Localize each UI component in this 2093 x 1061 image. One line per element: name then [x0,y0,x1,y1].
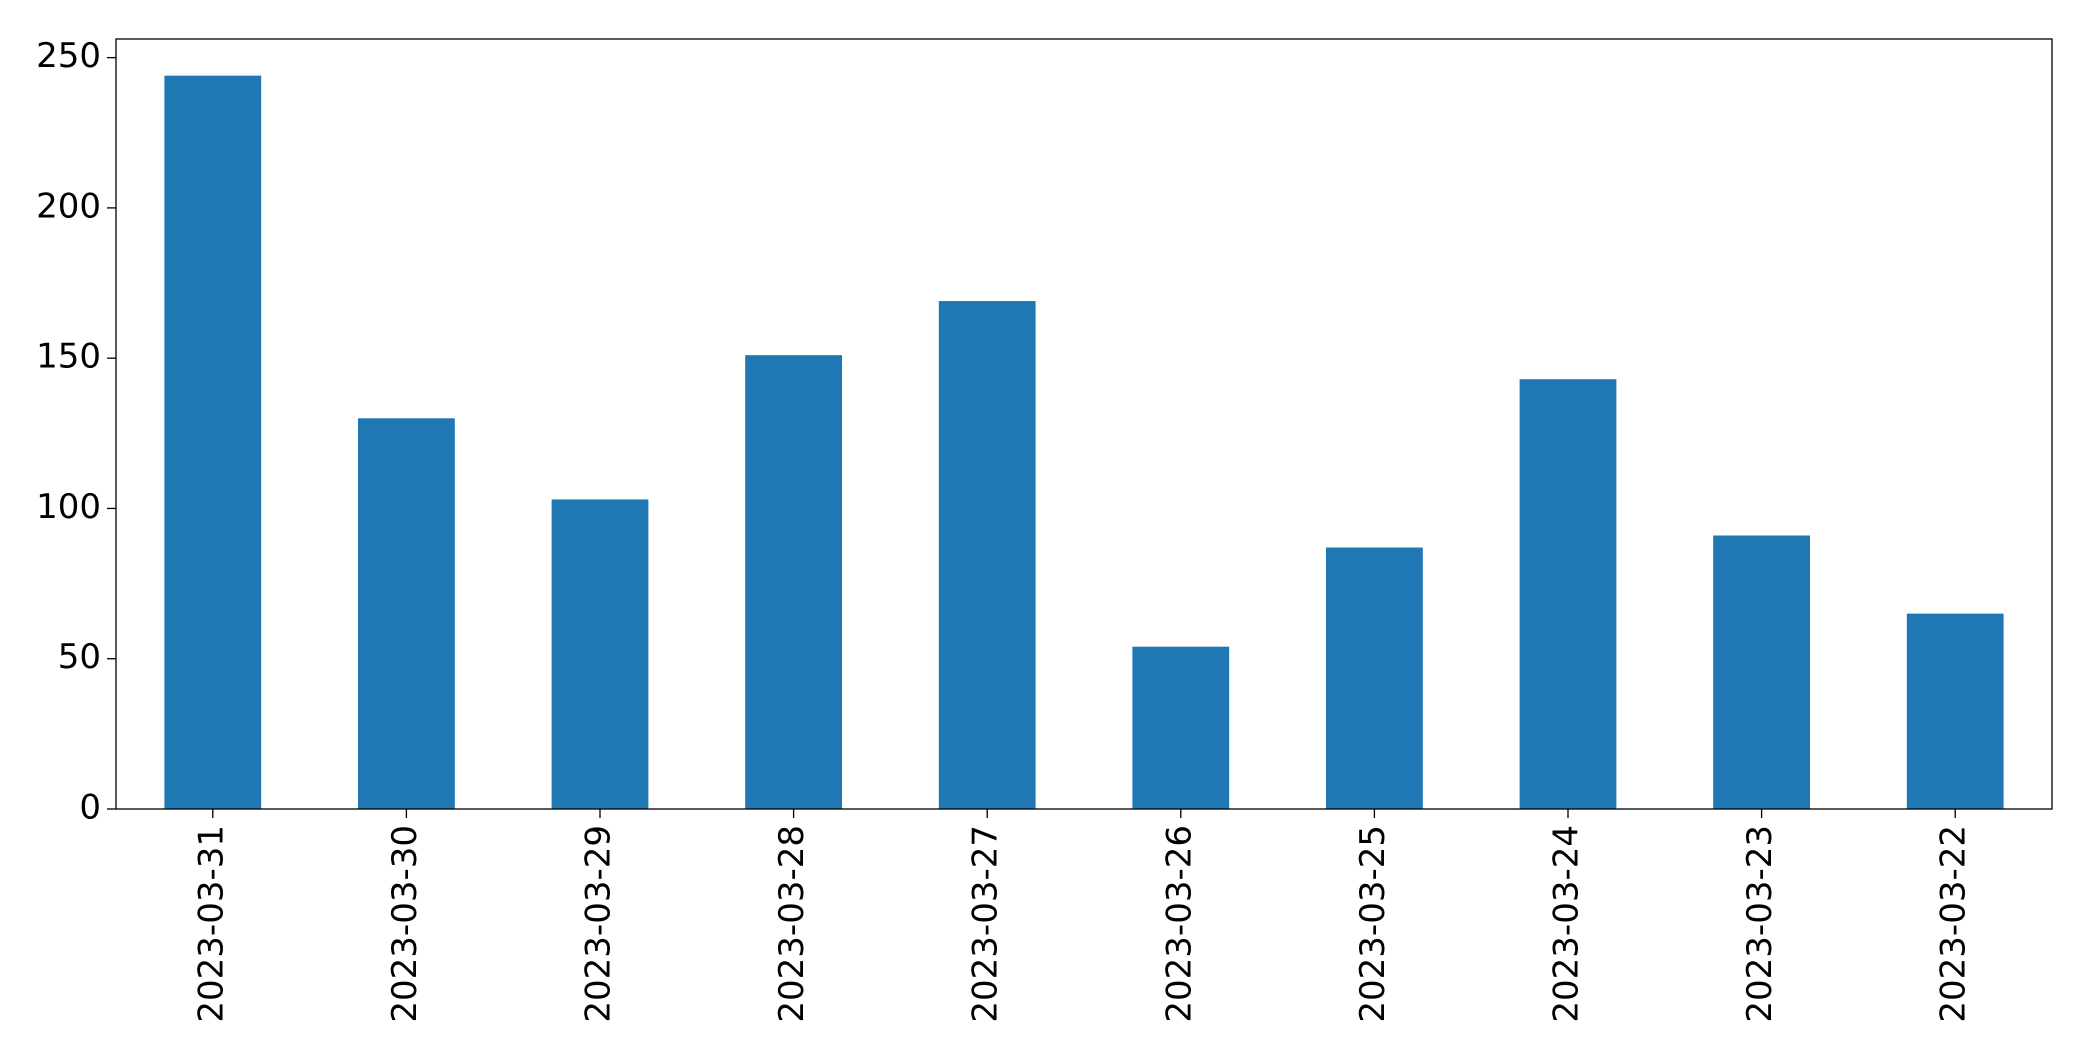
y-tick-label: 0 [79,788,101,828]
x-tick-label: 2023-03-31 [191,825,231,1023]
x-tick-label: 2023-03-25 [1353,825,1393,1023]
y-tick-label: 150 [36,337,101,377]
x-tick-label: 2023-03-26 [1159,825,1199,1023]
bar [1906,613,2004,809]
bar [1519,379,1617,809]
x-tick-label: 2023-03-22 [1934,825,1974,1023]
bar [164,75,262,809]
y-tick-label: 50 [58,637,101,677]
bar [1326,547,1423,809]
x-tick-label: 2023-03-28 [772,825,812,1023]
bar [358,418,455,809]
x-tick-label: 2023-03-27 [966,825,1006,1023]
axes-frame [115,38,2053,810]
bar [745,355,842,809]
x-tick-label: 2023-03-29 [579,825,619,1023]
x-tick-label: 2023-03-23 [1740,825,1780,1023]
y-tick-label: 100 [36,487,101,527]
bar [1132,646,1230,809]
bar [938,301,1036,809]
bar [1713,535,1810,809]
x-tick-label: 2023-03-30 [385,825,425,1023]
bar [551,499,649,809]
y-tick-label: 200 [36,186,101,226]
x-tick-label: 2023-03-24 [1547,825,1587,1023]
y-tick-label: 250 [36,36,101,76]
